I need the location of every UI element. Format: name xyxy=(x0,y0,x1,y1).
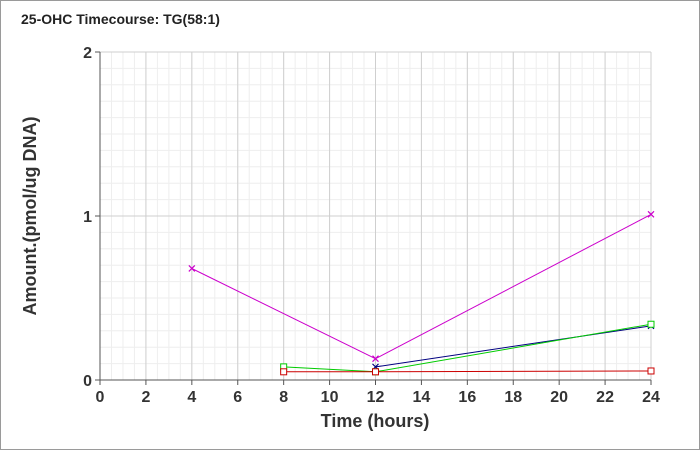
chart-title: 25-OHC Timecourse: TG(58:1) xyxy=(21,11,220,27)
series-1 xyxy=(188,210,655,363)
y-axis-label: Amount.(pmol/ug DNA) xyxy=(20,117,40,316)
series-line xyxy=(375,325,652,368)
data-point xyxy=(188,265,196,272)
x-tick-label: 4 xyxy=(187,389,196,406)
data-point xyxy=(280,368,288,376)
data-point xyxy=(647,210,655,218)
x-tick-label: 18 xyxy=(504,389,522,406)
x-tick-label: 0 xyxy=(96,389,105,406)
y-tick-label: 2 xyxy=(83,45,92,62)
data-point xyxy=(647,367,655,375)
data-point xyxy=(647,320,655,328)
y-tick-label: 0 xyxy=(83,373,92,390)
x-tick-label: 6 xyxy=(233,389,242,406)
x-tick-label: 22 xyxy=(596,389,614,406)
x-tick-label: 12 xyxy=(367,389,385,406)
y-axis-ticks: 0 1 2 xyxy=(83,45,100,390)
x-axis-ticks: 0 2 4 6 8 10 12 14 16 18 20 22 24 xyxy=(96,380,660,406)
x-tick-label: 2 xyxy=(141,389,150,406)
x-tick-label: 24 xyxy=(642,389,660,406)
x-tick-label: 14 xyxy=(413,389,431,406)
x-axis-label: Time (hours) xyxy=(321,411,430,431)
x-tick-label: 16 xyxy=(458,389,476,406)
y-tick-label: 1 xyxy=(83,209,92,226)
data-point xyxy=(372,368,379,376)
data-point xyxy=(372,355,379,363)
x-tick-label: 20 xyxy=(550,389,568,406)
series-layer xyxy=(188,210,655,376)
x-tick-label: 8 xyxy=(279,389,288,406)
x-tick-label: 10 xyxy=(321,389,339,406)
series-4 xyxy=(280,367,655,376)
